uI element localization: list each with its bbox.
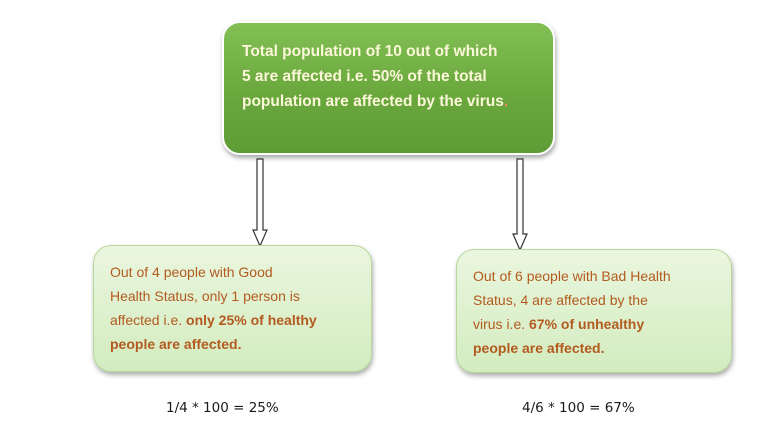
total-population-line-2: 5 are affected i.e. 50% of the total — [242, 68, 487, 85]
good-health-line-4: people are affected. — [110, 332, 361, 356]
total-population-line-3: population are affected by the virus. — [242, 89, 543, 114]
bad-health-line-4-bold: people are affected. — [473, 340, 605, 356]
total-population-line-3-text: population are affected by the virus — [242, 93, 504, 110]
bad-health-line-2: Status, 4 are affected by the — [473, 292, 648, 308]
arrow-to-bad-health — [512, 158, 528, 252]
good-health-line-2: Health Status, only 1 person is — [110, 288, 300, 304]
bad-health-line-4: people are affected. — [473, 336, 721, 360]
good-health-line-4-bold: people are affected. — [110, 336, 242, 352]
arrow-to-good-health — [252, 158, 268, 248]
good-health-line-3-text: affected i.e. — [110, 312, 187, 328]
good-health-line-3-bold: only 25% of healthy — [186, 312, 317, 328]
bad-health-line-3: virus i.e. 67% of unhealthy — [473, 312, 721, 336]
total-population-line-1: Total population of 10 out of which — [242, 43, 498, 60]
bad-health-box: Out of 6 people with Bad Health Status, … — [456, 249, 732, 373]
bad-health-line-1: Out of 6 people with Bad Health — [473, 268, 671, 284]
total-population-line-3-period: . — [503, 93, 509, 110]
good-health-line-1: Out of 4 people with Good — [110, 264, 273, 280]
bad-health-line-3-bold: 67% of unhealthy — [529, 316, 645, 332]
bad-health-line-3-text: virus i.e. — [473, 316, 530, 332]
good-health-line-3: affected i.e. only 25% of healthy — [110, 308, 361, 332]
total-population-box: Total population of 10 out of which 5 ar… — [222, 21, 555, 155]
bad-health-formula: 4/6 * 100 = 67% — [522, 400, 635, 416]
good-health-box: Out of 4 people with Good Health Status,… — [93, 245, 372, 372]
good-health-formula: 1/4 * 100 = 25% — [166, 400, 279, 416]
